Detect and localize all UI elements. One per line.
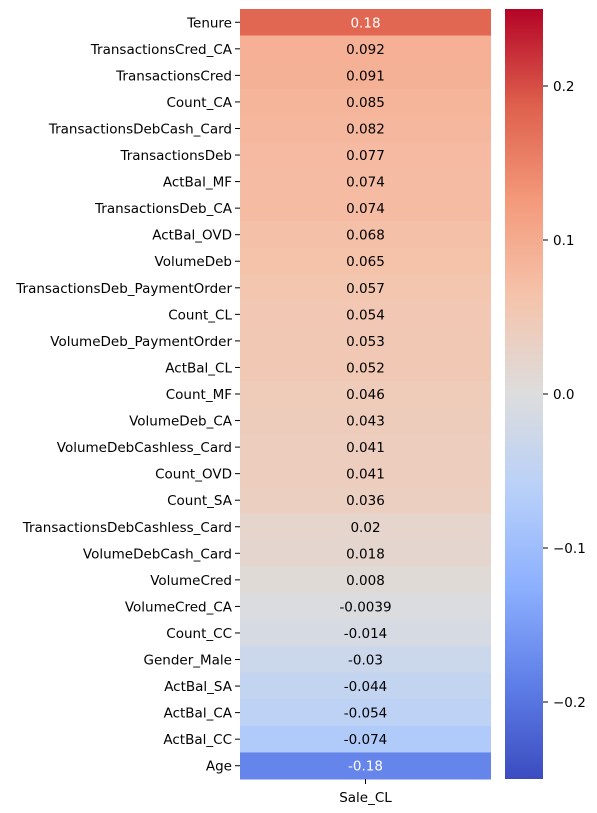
cell-value-label: -0.054 xyxy=(344,706,388,722)
row-label: VolumeDeb_CA xyxy=(129,414,233,430)
heatmap-cell xyxy=(240,460,491,488)
heatmap-cell xyxy=(240,540,491,568)
row-label: Gender_Male xyxy=(144,653,232,669)
heatmap-cell xyxy=(240,566,491,594)
cell-value-label: 0.068 xyxy=(346,228,385,244)
heatmap-cell xyxy=(240,194,491,222)
heatmap-cell xyxy=(240,327,491,355)
cell-value-label: 0.036 xyxy=(346,493,385,509)
row-label: VolumeDebCashless_Card xyxy=(57,440,232,456)
row-labels: Tenure TransactionsCred_CA TransactionsCre… xyxy=(15,15,240,775)
heatmap-cell xyxy=(240,62,491,90)
colorbar-gradient xyxy=(505,9,543,779)
x-axis: Sale_CL xyxy=(339,779,392,806)
row-label: TransactionsDebCashless_Card xyxy=(22,520,232,536)
heatmap-cell xyxy=(240,221,491,249)
cell-value-label: 0.074 xyxy=(346,175,385,191)
row-label: TransactionsDebCash_Card xyxy=(48,121,232,137)
heatmap-cell xyxy=(240,619,491,647)
cell-value-label: 0.18 xyxy=(350,15,380,31)
colorbar: −0.2 −0.1 0.0 0.1 0.2 xyxy=(505,9,586,779)
cell-value-label: 0.041 xyxy=(346,467,385,483)
row-label: VolumeCred_CA xyxy=(125,599,233,615)
row-label: Count_CL xyxy=(168,307,232,323)
cell-value-label: 0.054 xyxy=(346,307,385,323)
row-label: Count_MF xyxy=(166,387,232,403)
cell-value-label: 0.092 xyxy=(346,42,385,58)
heatmap-cell xyxy=(240,513,491,541)
cell-value-label: 0.091 xyxy=(346,68,385,84)
row-label: VolumeDeb xyxy=(155,254,232,270)
heatmap-cell xyxy=(240,88,491,116)
heatmap-cell xyxy=(240,725,491,753)
cell-value-label: 0.041 xyxy=(346,440,385,456)
row-label: Count_OVD xyxy=(155,467,232,483)
cell-value-label: 0.046 xyxy=(346,387,385,403)
cell-value-label: -0.0039 xyxy=(339,599,391,615)
row-label: TransactionsDeb_PaymentOrder xyxy=(15,281,232,297)
heatmap-cell xyxy=(240,274,491,302)
heatmap-cell xyxy=(240,380,491,408)
row-label: Age xyxy=(206,759,232,775)
colorbar-tick-label: −0.1 xyxy=(553,541,586,557)
row-label: ActBal_SA xyxy=(164,679,233,695)
row-label: ActBal_CA xyxy=(164,706,233,722)
heatmap-cell xyxy=(240,247,491,276)
heatmap-cell xyxy=(240,593,491,621)
heatmap-cell xyxy=(240,672,491,700)
cell-value-label: 0.077 xyxy=(346,148,385,164)
row-label: ActBal_CC xyxy=(163,732,232,748)
heatmap-cell xyxy=(240,433,491,461)
heatmap-cell xyxy=(240,9,491,37)
colorbar-tick-label: 0.0 xyxy=(553,387,574,403)
heatmap-cell xyxy=(240,168,491,196)
heatmap-cell xyxy=(240,699,491,727)
row-label: TransactionsDeb xyxy=(119,148,232,164)
cell-value-label: -0.044 xyxy=(344,679,388,695)
cell-value-label: 0.085 xyxy=(346,95,385,111)
cell-value-label: -0.03 xyxy=(348,653,383,669)
row-label: TransactionsCred xyxy=(115,68,232,84)
heatmap-cell xyxy=(240,354,491,382)
cell-value-label: 0.008 xyxy=(346,573,385,589)
row-label: Count_SA xyxy=(167,493,233,509)
cell-value-label: 0.043 xyxy=(346,414,385,430)
cell-value-label: 0.052 xyxy=(346,360,385,376)
cell-value-label: -0.18 xyxy=(348,759,383,775)
heatmap-cell xyxy=(240,752,491,780)
heatmap-cell xyxy=(240,646,491,674)
cell-value-label: 0.065 xyxy=(346,254,385,270)
heatmap-cell xyxy=(240,407,491,435)
x-tick-label: Sale_CL xyxy=(339,790,392,806)
colorbar-tick-label: −0.2 xyxy=(553,695,586,711)
cell-value-label: 0.02 xyxy=(350,520,380,536)
colorbar-tick-label: 0.1 xyxy=(553,233,574,249)
cell-value-label: -0.014 xyxy=(344,626,388,642)
cell-value-label: 0.057 xyxy=(346,281,385,297)
cell-value-label: -0.074 xyxy=(344,732,388,748)
row-label: ActBal_CL xyxy=(165,360,232,376)
row-label: Tenure xyxy=(186,15,232,31)
row-label: Count_CA xyxy=(166,95,232,111)
row-label: TransactionsDeb_CA xyxy=(94,201,233,217)
heatmap-cells: 0.18 0.092 0.091 0.085 0.082 0.077 0.074 0.074 0… xyxy=(240,9,491,780)
row-label: Count_CC xyxy=(166,626,232,642)
row-label: TransactionsCred_CA xyxy=(90,42,233,58)
cell-value-label: 0.082 xyxy=(346,121,385,137)
heatmap-cell xyxy=(240,115,491,143)
row-label: VolumeDeb_PaymentOrder xyxy=(50,334,232,350)
row-label: ActBal_MF xyxy=(163,175,232,191)
heatmap-cell xyxy=(240,141,491,169)
row-label: ActBal_OVD xyxy=(152,228,232,244)
row-label: VolumeCred xyxy=(150,573,232,589)
row-label: VolumeDebCash_Card xyxy=(83,546,232,562)
colorbar-tick-label: 0.2 xyxy=(553,79,574,95)
heatmap-cell xyxy=(240,35,491,63)
heatmap-cell xyxy=(240,486,491,514)
cell-value-label: 0.018 xyxy=(346,546,385,562)
heatmap-cell xyxy=(240,301,491,329)
cell-value-label: 0.074 xyxy=(346,201,385,217)
cell-value-label: 0.053 xyxy=(346,334,385,350)
